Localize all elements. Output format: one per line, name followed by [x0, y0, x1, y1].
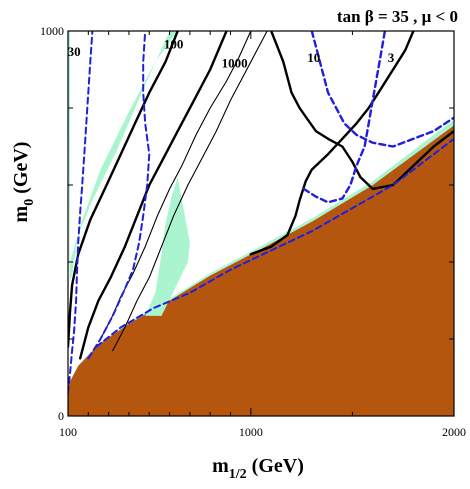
contour-label-1000: 1000: [222, 56, 248, 71]
x-tick-label: 2000: [442, 425, 466, 439]
y-axis-label-unit: (GeV): [10, 142, 32, 199]
contour-line-3-11: [95, 137, 454, 348]
y-axis-label-sub: 0: [22, 199, 37, 206]
contour-line-10-6: [270, 31, 454, 191]
contour-label-3: 3: [388, 50, 395, 65]
ticks-layer: 100 1000 2000 0 1000: [40, 24, 466, 439]
x-tick-label: 100: [59, 425, 77, 439]
region-charged-lsp-excluded: [68, 125, 454, 416]
x-tick-label: 1000: [239, 425, 263, 439]
region-relic-density-band-funnel-middle: [145, 177, 190, 316]
contour-line-3-10: [310, 31, 454, 148]
contour-line-3-9: [302, 31, 387, 204]
contour-label-100: 100: [164, 36, 184, 51]
contour-line-100-1: [78, 31, 228, 360]
chart-title: tan β = 35 , μ < 0: [337, 7, 458, 26]
y-axis-label-main: m: [10, 205, 32, 222]
contour-line-30-7: [68, 31, 94, 394]
contour-line-1000-4: [112, 31, 268, 352]
series-layer: [68, 31, 454, 394]
x-axis-label: m1/2 (GeV): [212, 455, 304, 482]
plot-frame: [67, 30, 455, 417]
y-tick-label: 1000: [40, 24, 64, 38]
contour-line-10-5: [249, 31, 415, 256]
contour-label-30: 30: [68, 44, 81, 59]
y-tick-label: 0: [58, 409, 64, 423]
y-axis-label: m0 (GeV): [10, 142, 37, 223]
x-axis-label-unit: (GeV): [247, 455, 304, 477]
contour-labels: 100 1000 10 30 3: [68, 36, 395, 70]
x-axis-label-sub: 1/2: [229, 467, 247, 482]
contour-label-10: 10: [307, 50, 320, 65]
contour-line-100-2: [68, 31, 179, 348]
contour-line-30-8: [87, 31, 151, 360]
x-axis-label-main: m: [212, 455, 229, 477]
